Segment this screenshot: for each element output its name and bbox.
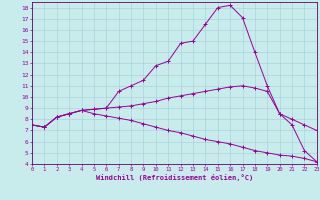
- X-axis label: Windchill (Refroidissement éolien,°C): Windchill (Refroidissement éolien,°C): [96, 174, 253, 181]
